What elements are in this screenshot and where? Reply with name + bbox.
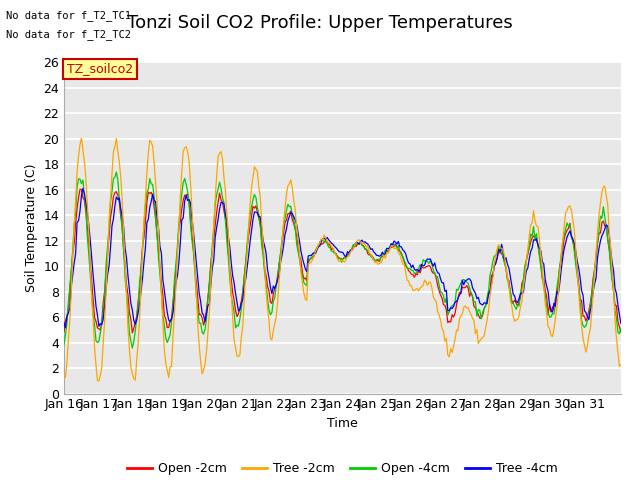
X-axis label: Time: Time: [327, 417, 358, 430]
Text: TZ_soilco2: TZ_soilco2: [67, 62, 133, 75]
Y-axis label: Soil Temperature (C): Soil Temperature (C): [25, 164, 38, 292]
Legend: Open -2cm, Tree -2cm, Open -4cm, Tree -4cm: Open -2cm, Tree -2cm, Open -4cm, Tree -4…: [122, 457, 563, 480]
Text: No data for f_T2_TC2: No data for f_T2_TC2: [6, 29, 131, 40]
Text: Tonzi Soil CO2 Profile: Upper Temperatures: Tonzi Soil CO2 Profile: Upper Temperatur…: [127, 14, 513, 33]
Text: No data for f_T2_TC1: No data for f_T2_TC1: [6, 10, 131, 21]
